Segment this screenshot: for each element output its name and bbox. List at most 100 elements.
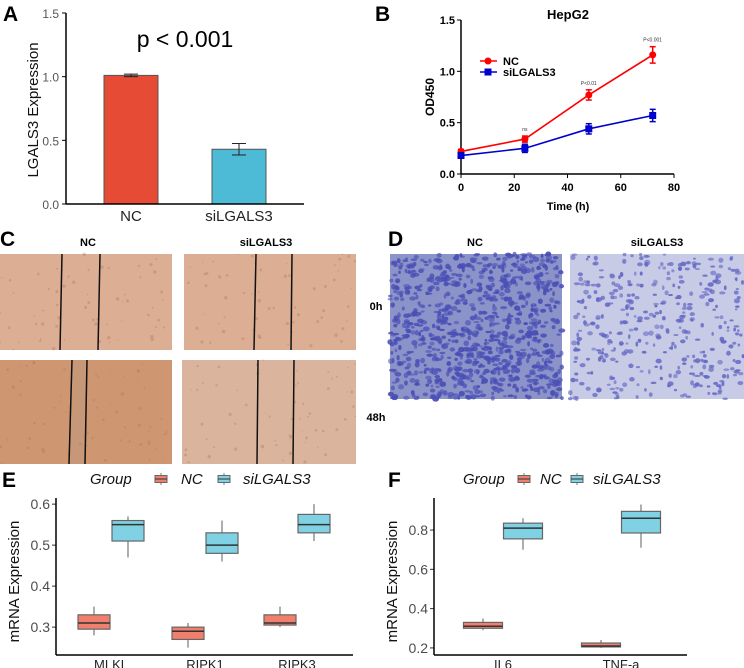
stained-cell — [718, 324, 723, 330]
stained-cell — [556, 387, 563, 391]
stained-cell — [533, 304, 537, 307]
stained-cell — [442, 278, 448, 283]
stained-cell — [571, 340, 578, 346]
stained-cell — [553, 304, 557, 309]
stained-cell — [655, 358, 662, 364]
wound-edge-line — [97, 253, 101, 351]
stained-cell — [391, 381, 398, 384]
stained-cell — [708, 364, 715, 369]
x-axis-label: Time (h) — [547, 201, 590, 213]
stained-cell — [433, 281, 440, 286]
stained-cell — [442, 390, 448, 396]
stained-cell — [455, 273, 463, 278]
stained-cell — [645, 341, 649, 345]
stained-cell — [451, 339, 457, 343]
cell-speck — [228, 412, 232, 417]
stained-cell — [401, 306, 405, 311]
stained-cell — [492, 363, 499, 367]
stained-cell — [451, 272, 458, 276]
cell-speck — [323, 285, 327, 288]
cell-speck — [117, 339, 119, 341]
stained-cell — [702, 364, 707, 370]
data-point — [521, 144, 529, 152]
stained-cell — [543, 376, 550, 380]
stained-cell — [661, 316, 666, 321]
cell-speck — [321, 429, 325, 433]
stained-cell — [535, 374, 541, 378]
stained-cell — [500, 297, 505, 300]
stained-cell — [410, 389, 415, 396]
stained-cell — [414, 361, 420, 368]
stained-cell — [536, 265, 541, 268]
cell-speck — [26, 446, 30, 450]
stained-cell — [528, 254, 536, 259]
stained-cell — [643, 254, 650, 258]
cell-speck — [18, 393, 22, 397]
stained-cell — [398, 270, 401, 275]
data-point — [649, 51, 657, 59]
stained-cell — [608, 291, 615, 296]
stained-cell — [534, 325, 538, 329]
stained-cell — [387, 297, 393, 301]
stained-cell — [425, 383, 430, 387]
stained-cell — [685, 330, 691, 335]
stained-cell — [717, 359, 723, 365]
cell-speck — [67, 275, 70, 278]
wound-edge-line — [256, 359, 259, 465]
stained-cell — [463, 340, 469, 347]
stained-cell — [543, 321, 549, 325]
y-tick-label: 0.5 — [42, 134, 59, 148]
y-tick-label: 0.5 — [31, 537, 51, 553]
stained-cell — [502, 256, 508, 262]
cell-speck — [101, 418, 105, 422]
stained-cell — [528, 259, 534, 264]
stained-cell — [606, 383, 611, 386]
box-siLGALS3 — [502, 522, 544, 540]
stained-cell — [526, 384, 531, 388]
stained-cell — [534, 309, 538, 315]
stained-cell — [462, 368, 469, 373]
cell-speck — [165, 430, 168, 433]
stained-cell — [453, 383, 457, 389]
cell-speck — [205, 272, 209, 275]
stained-cell — [464, 299, 468, 302]
stained-cell — [392, 368, 398, 374]
stained-cell — [434, 357, 439, 362]
stained-cell — [576, 336, 583, 342]
stained-cell — [441, 335, 446, 339]
stained-cell — [439, 328, 445, 332]
wound-image — [182, 360, 356, 464]
cell-speck — [8, 278, 12, 282]
stained-cell — [487, 276, 494, 280]
stained-cell — [536, 285, 541, 290]
stained-cell — [428, 277, 435, 283]
stained-cell — [541, 375, 546, 378]
cell-speck — [294, 384, 297, 387]
stained-cell — [399, 293, 403, 298]
stained-cell — [398, 384, 405, 390]
stained-cell — [607, 302, 614, 305]
stained-cell — [450, 296, 454, 300]
stained-cell — [625, 312, 629, 317]
stained-cell — [404, 288, 410, 293]
stained-cell — [670, 345, 674, 351]
stained-cell — [495, 346, 499, 352]
stained-cell — [406, 350, 412, 355]
stained-cell — [476, 262, 483, 265]
y-axis-label: mRNA Expression — [384, 521, 401, 643]
stained-cell — [583, 289, 589, 295]
stained-cell — [432, 353, 438, 359]
stained-cell — [427, 379, 433, 384]
stained-cell — [514, 375, 520, 380]
stained-cell — [590, 321, 596, 326]
stained-cell — [542, 389, 548, 394]
cell-speck — [288, 434, 291, 436]
stained-cell — [406, 362, 412, 369]
cell-speck — [341, 253, 344, 255]
cell-speck — [196, 388, 199, 391]
stained-cell — [437, 265, 443, 271]
stained-cell — [726, 326, 730, 329]
cell-speck — [87, 301, 91, 304]
stained-cell — [643, 316, 650, 320]
chart-f: 0.2 0.4 0.6 0.8 IL6 TNF-a mRNA Expression Group… — [384, 471, 687, 668]
